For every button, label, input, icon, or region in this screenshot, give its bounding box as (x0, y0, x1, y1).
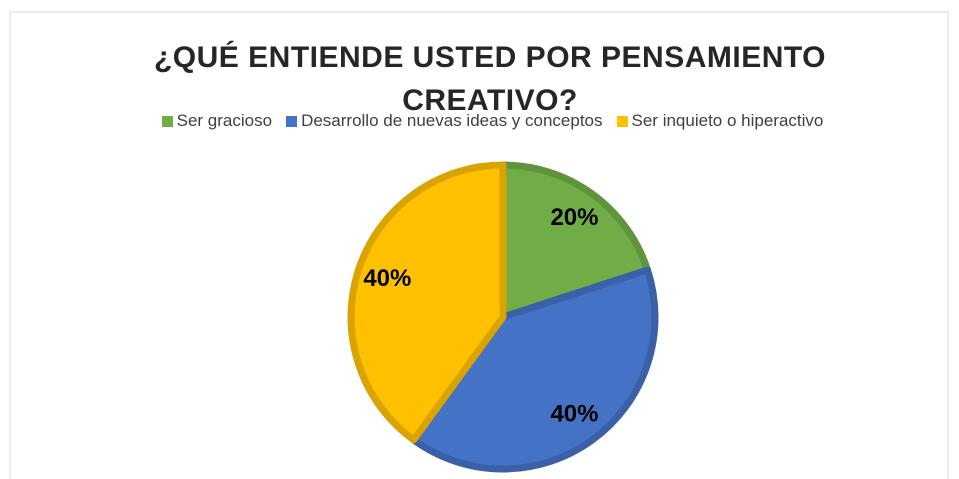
data-label: 20% (550, 204, 598, 231)
data-label: 40% (363, 265, 411, 292)
data-label: 40% (550, 401, 598, 428)
legend-item: Ser inquieto o hiperactivo (616, 111, 824, 131)
legend-label: Desarrollo de nuevas ideas y conceptos (301, 111, 603, 130)
legend-item: Ser gracioso (161, 111, 273, 131)
legend-swatch (161, 115, 173, 127)
legend-item: Desarrollo de nuevas ideas y conceptos (286, 111, 603, 131)
legend-label: Ser gracioso (176, 111, 273, 130)
legend-swatch (286, 115, 298, 127)
pie-slice (410, 266, 659, 473)
pie-slice (347, 161, 507, 444)
chart-title: ¿QUÉ ENTIENDE USTED POR PENSAMIENTO CREA… (153, 41, 827, 117)
legend-label: Ser inquieto o hiperactivo (631, 111, 824, 130)
legend: Ser gracioso Desarrollo de nuevas ideas y… (0, 111, 959, 131)
legend-swatch (616, 115, 628, 127)
chart-frame (9, 11, 949, 479)
